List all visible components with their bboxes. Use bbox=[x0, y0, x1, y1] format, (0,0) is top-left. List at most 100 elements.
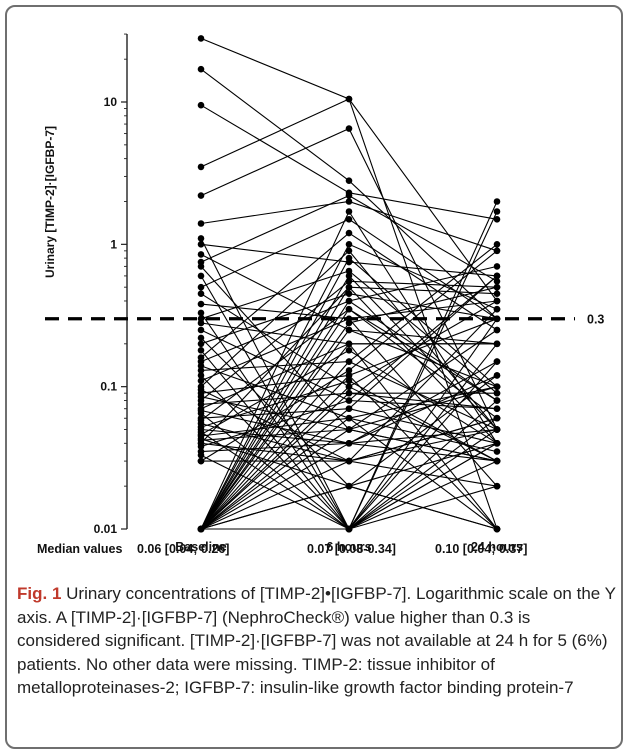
median-value: 0.10 [0.04; 0.37] bbox=[435, 542, 527, 556]
data-point bbox=[345, 326, 353, 334]
y-tick-label: 10 bbox=[104, 95, 118, 109]
data-point bbox=[493, 208, 501, 215]
data-point bbox=[345, 319, 353, 327]
data-point bbox=[493, 383, 501, 391]
data-point bbox=[493, 278, 501, 285]
data-point bbox=[345, 229, 353, 237]
data-point bbox=[197, 347, 205, 354]
caption-text: Urinary concentrations of [TIMP-2]•[IGFB… bbox=[17, 584, 616, 697]
data-point bbox=[345, 305, 353, 313]
y-tick-label: 0.01 bbox=[94, 522, 118, 536]
data-point bbox=[197, 334, 205, 342]
data-point bbox=[345, 525, 353, 533]
data-point bbox=[197, 410, 205, 417]
data-point bbox=[197, 309, 205, 317]
data-point bbox=[493, 216, 501, 223]
data-point bbox=[345, 414, 353, 422]
data-point bbox=[493, 440, 501, 447]
data-point bbox=[345, 95, 353, 103]
data-point bbox=[345, 254, 353, 262]
y-tick-label: 0.1 bbox=[100, 380, 117, 394]
data-point bbox=[197, 251, 205, 258]
data-point bbox=[345, 290, 353, 298]
patient-points bbox=[197, 35, 501, 533]
data-point bbox=[493, 263, 501, 270]
patient-line bbox=[200, 98, 498, 530]
figure-panel: 10 1 0.1 0.01 0.3 Urinary [TIMP-2]·[IGFBP-7… bbox=[5, 5, 623, 749]
data-point bbox=[345, 377, 353, 385]
patient-line bbox=[200, 460, 498, 530]
x-axis-labels: Baseline 6 hours 24 hours bbox=[175, 540, 523, 554]
data-point bbox=[197, 263, 205, 270]
data-point bbox=[493, 326, 501, 334]
data-point bbox=[197, 367, 205, 374]
data-point bbox=[493, 372, 501, 379]
data-point bbox=[197, 241, 205, 248]
data-point bbox=[345, 389, 353, 397]
data-point bbox=[493, 358, 501, 365]
data-point bbox=[345, 358, 353, 365]
data-point bbox=[493, 397, 501, 404]
data-point bbox=[493, 198, 501, 205]
data-point bbox=[197, 65, 205, 73]
patient-line bbox=[201, 460, 498, 530]
data-point bbox=[197, 340, 205, 348]
y-axis: 10 1 0.1 0.01 bbox=[94, 33, 128, 536]
data-point bbox=[345, 198, 353, 205]
data-point bbox=[493, 297, 501, 305]
threshold-label: 0.3 bbox=[587, 312, 604, 326]
data-point bbox=[197, 443, 205, 450]
data-point bbox=[493, 482, 501, 490]
median-values-label: Median values bbox=[37, 542, 122, 556]
data-point bbox=[345, 247, 353, 255]
data-point bbox=[197, 290, 205, 298]
median-values-row: Median values 0.06 [0.04; 0.26] 0.07 [0.0… bbox=[37, 542, 527, 556]
data-point bbox=[197, 235, 205, 242]
data-point bbox=[493, 283, 501, 291]
data-point bbox=[493, 272, 501, 280]
y-tick-label: 1 bbox=[110, 237, 117, 251]
data-point bbox=[345, 340, 353, 348]
median-value: 0.06 [0.04; 0.26] bbox=[137, 542, 229, 556]
data-point bbox=[197, 283, 205, 291]
y-axis-title: Urinary [TIMP-2]·[IGFBP-7] bbox=[43, 126, 57, 278]
patient-line bbox=[200, 408, 498, 444]
data-point bbox=[493, 340, 501, 348]
figure-label: Fig. 1 bbox=[17, 584, 62, 603]
data-point bbox=[345, 272, 353, 280]
x-tick-label: Baseline bbox=[175, 540, 226, 554]
data-point bbox=[493, 405, 501, 413]
data-point bbox=[197, 451, 205, 459]
data-point bbox=[345, 440, 353, 447]
data-point bbox=[197, 300, 205, 308]
data-point bbox=[493, 426, 501, 433]
data-point bbox=[197, 326, 205, 334]
data-point bbox=[197, 163, 205, 171]
data-point bbox=[197, 372, 205, 379]
data-point bbox=[493, 247, 501, 255]
data-point bbox=[197, 192, 205, 199]
data-point bbox=[345, 216, 353, 223]
data-point bbox=[197, 272, 205, 280]
data-point bbox=[345, 283, 353, 291]
data-point bbox=[493, 448, 501, 455]
data-point bbox=[345, 347, 353, 354]
data-point bbox=[197, 525, 205, 533]
data-point bbox=[197, 220, 205, 227]
data-point bbox=[345, 482, 353, 490]
data-point bbox=[197, 35, 205, 42]
data-point bbox=[345, 372, 353, 379]
data-point bbox=[345, 267, 353, 275]
data-point bbox=[345, 397, 353, 404]
x-tick-label: 24 hours bbox=[471, 540, 523, 554]
data-point bbox=[197, 377, 205, 385]
data-point bbox=[345, 297, 353, 305]
data-point bbox=[345, 208, 353, 215]
data-point bbox=[345, 278, 353, 285]
data-point bbox=[493, 525, 501, 533]
data-point bbox=[493, 389, 501, 397]
chart: 10 1 0.1 0.01 0.3 Urinary [TIMP-2]·[IGFBP-7… bbox=[37, 33, 604, 556]
figure-caption: Fig. 1 Urinary concentrations of [TIMP-2… bbox=[17, 582, 617, 700]
x-tick-label: 6 hours bbox=[326, 540, 371, 554]
data-point bbox=[493, 414, 501, 422]
